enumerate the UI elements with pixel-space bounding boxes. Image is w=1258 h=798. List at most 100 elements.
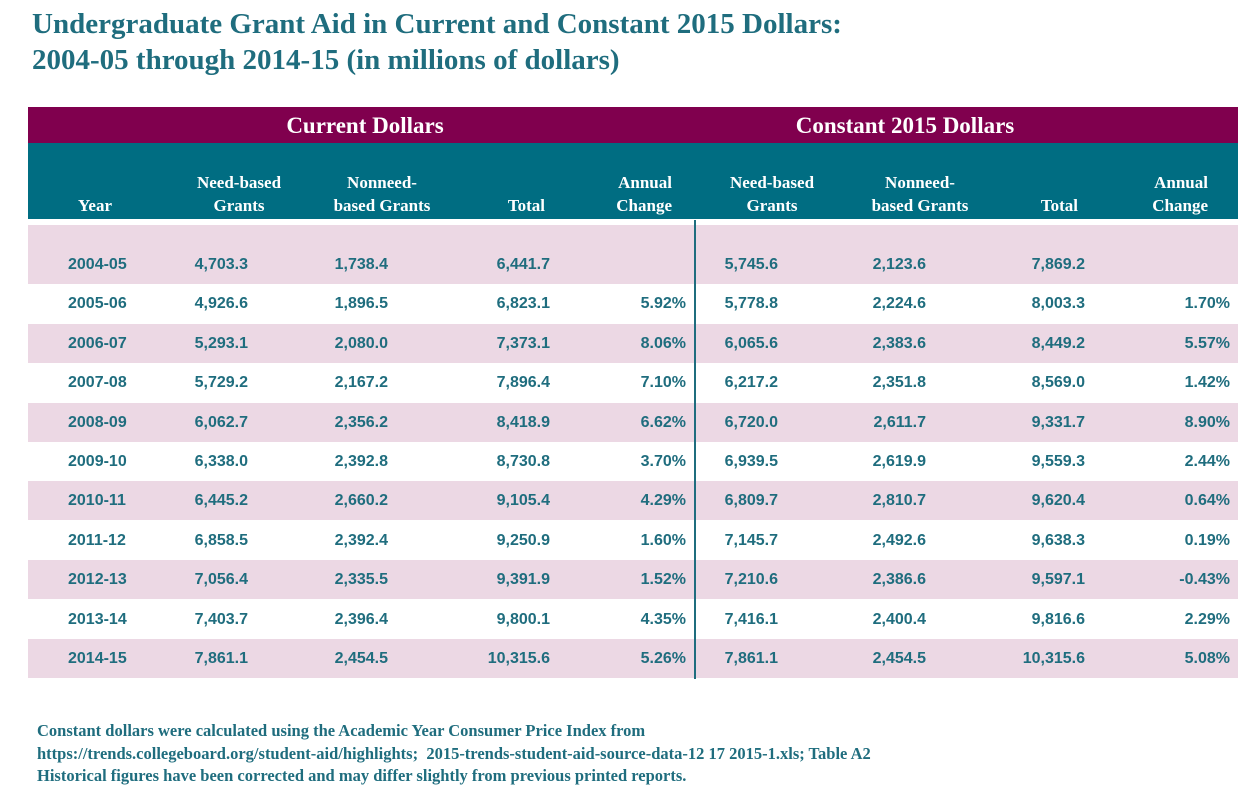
cell-constant-need: 7,210.6 (724, 571, 778, 589)
col-header-year: Year (78, 196, 112, 215)
cell-current-total: 8,730.8 (496, 453, 550, 470)
group-header-bar: Current Dollars Constant 2015 Dollars (28, 107, 1238, 143)
cell-constant-need: 5,778.8 (724, 295, 778, 313)
group-constant-dollars: Constant 2015 Dollars (795, 113, 1015, 138)
cell-constant-need: 6,809.7 (724, 492, 778, 510)
cell-constant-annual: 2.29% (1184, 610, 1230, 628)
cell-current-annual: 6.62% (640, 413, 686, 431)
title-line-1: Undergraduate Grant Aid in Current and C… (32, 8, 842, 40)
cell-constant-need: 7,145.7 (724, 531, 778, 549)
cell-constant-annual: 0.19% (1184, 531, 1230, 549)
col-header-constant-nonneed: Nonneed-based Grants (871, 173, 969, 215)
cell-constant-need: 6,217.2 (724, 374, 778, 392)
cell-constant-annual: 0.64% (1184, 492, 1230, 510)
cell-current-annual: 1.60% (640, 531, 686, 549)
cell-year: 2008-09 (68, 413, 127, 431)
cell-current-annual: 3.70% (640, 453, 686, 470)
table-row: 2012-13 7,056.4 2,335.5 9,391.9 1.52% 7,210.6… (28, 560, 1238, 600)
cell-constant-nonneed: 2,454.5 (872, 650, 926, 667)
table-row: 2006-07 5,293.1 2,080.0 7,373.1 8.06% 6,065.6… (28, 323, 1238, 363)
table-row: 2009-10 6,338.0 2,392.8 8,730.8 3.70% 6,939.5… (28, 442, 1238, 481)
table-row: 2005-06 4,926.6 1,896.5 6,823.1 5.92% 5,778.8… (28, 284, 1238, 323)
cell-current-nonneed: 2,660.2 (334, 492, 388, 510)
cell-constant-need: 7,416.1 (724, 610, 778, 628)
cell-current-nonneed: 2,392.8 (334, 453, 388, 470)
cell-constant-total: 9,597.1 (1031, 571, 1085, 589)
cell-constant-total: 9,559.3 (1031, 453, 1085, 470)
table-row: 2014-15 7,861.1 2,454.5 10,315.6 5.26% 7,861.… (28, 639, 1238, 678)
cell-year: 2010-11 (68, 492, 126, 510)
cell-constant-annual: -0.43% (1179, 571, 1230, 589)
cell-current-annual: 5.92% (640, 295, 686, 313)
cell-constant-total: 9,638.3 (1031, 531, 1085, 549)
cell-current-total: 9,105.4 (496, 492, 550, 510)
cell-year: 2013-14 (68, 610, 127, 628)
cell-current-annual: 4.35% (640, 610, 686, 628)
source-note-line-2: https://trends.collegeboard.org/student-… (37, 743, 871, 763)
cell-current-annual: 7.10% (640, 374, 686, 392)
col-header-constant-need: Need-based Grants (729, 173, 815, 215)
cell-current-nonneed: 1,738.4 (334, 256, 388, 273)
cell-current-nonneed: 2,396.4 (334, 610, 388, 628)
cell-constant-need: 7,861.1 (724, 650, 778, 667)
cell-current-need: 4,926.6 (194, 295, 248, 313)
cell-year: 2004-05 (68, 256, 127, 273)
cell-constant-total: 8,569.0 (1031, 374, 1085, 392)
cell-current-annual: 5.26% (640, 650, 686, 667)
cell-constant-annual: 5.08% (1184, 650, 1230, 667)
cell-constant-annual: 1.42% (1184, 374, 1230, 392)
cell-current-annual (608, 245, 686, 284)
cell-current-need: 6,445.2 (194, 492, 248, 510)
cell-constant-annual: 1.70% (1184, 295, 1230, 313)
col-header-constant-total: Total (1040, 196, 1078, 215)
cell-current-total: 6,441.7 (496, 256, 550, 273)
source-note-line-1: Constant dollars were calculated using t… (37, 721, 646, 740)
cell-current-annual: 1.52% (640, 571, 686, 589)
table-row: 2004-05 4,703.3 1,738.4 6,441.7 5,745.6 2,123… (28, 245, 1238, 284)
cell-year: 2006-07 (68, 334, 127, 352)
cell-current-annual: 8.06% (640, 334, 686, 352)
cell-constant-annual: 8.90% (1184, 413, 1230, 431)
cell-current-nonneed: 2,454.5 (334, 650, 388, 667)
cell-year: 2012-13 (68, 571, 127, 589)
cell-constant-total: 8,003.3 (1031, 295, 1085, 313)
title-line-2: 2004-05 through 2014-15 (in millions of … (32, 44, 620, 76)
cell-constant-annual: 2.44% (1184, 453, 1230, 470)
cell-current-nonneed: 2,167.2 (334, 374, 388, 392)
cell-constant-nonneed: 2,386.6 (872, 571, 926, 589)
cell-constant-total: 9,816.6 (1031, 610, 1085, 628)
cell-year: 2014-15 (68, 650, 127, 667)
col-header-current-total: Total (507, 196, 545, 215)
cell-current-nonneed: 2,335.5 (334, 571, 388, 589)
cell-current-need: 7,861.1 (194, 650, 248, 667)
cell-current-need: 5,729.2 (194, 374, 248, 392)
cell-current-total: 8,418.9 (496, 413, 550, 431)
cell-constant-total: 7,869.2 (1031, 256, 1085, 273)
cell-current-total: 6,823.1 (496, 295, 550, 313)
cell-constant-total: 8,449.2 (1031, 334, 1085, 352)
cell-current-total: 7,373.1 (496, 334, 550, 352)
cell-constant-need: 6,939.5 (724, 453, 778, 470)
cell-constant-nonneed: 2,224.6 (872, 295, 926, 313)
cell-current-need: 6,062.7 (194, 413, 248, 431)
cell-current-need: 7,056.4 (194, 571, 248, 589)
cell-current-need: 7,403.7 (194, 610, 248, 628)
cell-constant-nonneed: 2,611.7 (873, 413, 927, 431)
cell-year: 2009-10 (68, 453, 127, 470)
cell-year: 2005-06 (68, 295, 127, 313)
cell-current-total: 9,800.1 (496, 610, 550, 628)
cell-year: 2011-12 (68, 531, 126, 549)
cell-constant-nonneed: 2,351.8 (872, 374, 926, 392)
cell-current-nonneed: 2,080.0 (334, 334, 388, 352)
cell-constant-annual: 5.57% (1184, 334, 1230, 352)
cell-constant-nonneed: 2,383.6 (872, 334, 926, 352)
cell-current-nonneed: 2,392.4 (334, 531, 388, 549)
cell-constant-nonneed: 2,492.6 (872, 531, 926, 549)
cell-current-need: 4,703.3 (194, 256, 248, 273)
cell-current-need: 6,858.5 (194, 531, 248, 549)
table-row: 2010-11 6,445.2 2,660.2 9,105.4 4.29% 6,809.7… (28, 481, 1238, 521)
cell-current-need: 5,293.1 (194, 334, 248, 352)
cell-constant-total: 10,315.6 (1022, 650, 1085, 667)
cell-constant-nonneed: 2,400.4 (872, 610, 926, 628)
cell-current-annual: 4.29% (640, 492, 686, 510)
